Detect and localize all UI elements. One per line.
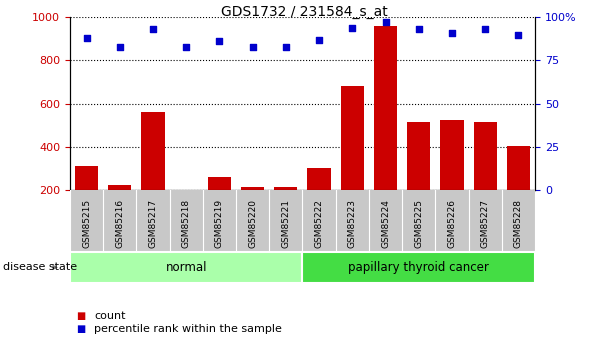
Text: percentile rank within the sample: percentile rank within the sample — [94, 325, 282, 334]
Text: GSM85220: GSM85220 — [248, 199, 257, 248]
Text: GSM85225: GSM85225 — [414, 199, 423, 248]
Text: GSM85221: GSM85221 — [282, 199, 291, 248]
Text: GSM85217: GSM85217 — [148, 199, 157, 248]
Point — [215, 39, 224, 44]
Text: ■: ■ — [76, 311, 85, 321]
Text: GSM85218: GSM85218 — [182, 199, 191, 248]
Text: GDS1732 / 231584_s_at: GDS1732 / 231584_s_at — [221, 5, 387, 19]
Text: GSM85226: GSM85226 — [447, 199, 457, 248]
Point — [148, 27, 158, 32]
Point — [115, 44, 125, 49]
Bar — [440, 120, 464, 190]
Text: GSM85216: GSM85216 — [116, 199, 124, 248]
Bar — [340, 86, 364, 190]
Point — [447, 30, 457, 36]
Bar — [374, 26, 397, 190]
Point — [347, 25, 357, 30]
Bar — [308, 168, 331, 190]
Text: GSM85228: GSM85228 — [514, 199, 523, 248]
Text: ■: ■ — [76, 325, 85, 334]
Bar — [208, 177, 231, 190]
Bar — [474, 122, 497, 190]
Text: GSM85227: GSM85227 — [481, 199, 489, 248]
Point — [314, 37, 324, 42]
Point — [281, 44, 291, 49]
Bar — [141, 112, 165, 190]
Point — [480, 27, 490, 32]
Text: count: count — [94, 311, 126, 321]
Bar — [274, 187, 297, 190]
Text: GSM85223: GSM85223 — [348, 199, 357, 248]
Point — [181, 44, 191, 49]
Bar — [407, 122, 430, 190]
Point — [248, 44, 258, 49]
Text: normal: normal — [165, 261, 207, 274]
Point — [81, 35, 91, 41]
Point — [381, 20, 390, 25]
Text: GSM85224: GSM85224 — [381, 199, 390, 248]
Bar — [75, 166, 98, 190]
Bar — [174, 190, 198, 195]
Bar — [507, 146, 530, 190]
Point — [414, 27, 424, 32]
Text: GSM85219: GSM85219 — [215, 199, 224, 248]
Point — [514, 32, 523, 37]
Text: papillary thyroid cancer: papillary thyroid cancer — [348, 261, 489, 274]
Text: disease state: disease state — [3, 263, 77, 272]
Text: GSM85222: GSM85222 — [314, 199, 323, 248]
Text: GSM85215: GSM85215 — [82, 199, 91, 248]
Bar — [108, 186, 131, 190]
Bar — [241, 187, 264, 190]
